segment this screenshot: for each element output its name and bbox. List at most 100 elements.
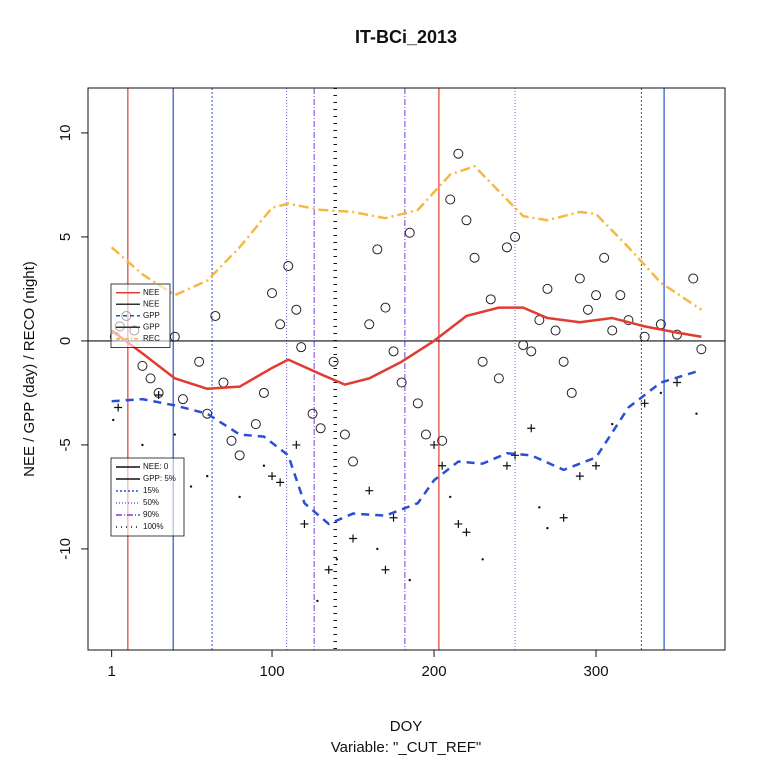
point-circle	[348, 456, 359, 467]
point-plus	[673, 378, 682, 387]
point-circle	[296, 342, 307, 353]
legend-label: GPP	[143, 311, 160, 320]
point-circle	[453, 148, 464, 159]
point-circle	[328, 356, 339, 367]
point-circle	[469, 252, 480, 263]
legend-label: NEE: 0	[143, 462, 169, 471]
point-dot	[112, 418, 115, 422]
x-axis-label: DOY	[390, 718, 423, 735]
point-circle	[688, 273, 699, 284]
point-dot	[335, 558, 339, 561]
x-tick-label: 300	[584, 663, 609, 680]
point-circle	[234, 450, 245, 461]
x-tick-label: 1	[107, 663, 115, 680]
point-circle	[396, 377, 407, 388]
point-plus	[324, 565, 333, 574]
point-dot	[206, 474, 209, 478]
point-circle	[177, 394, 188, 405]
point-circle	[493, 373, 504, 384]
point-circle	[672, 329, 683, 340]
legend-box	[110, 283, 171, 348]
point-circle	[542, 283, 553, 294]
point-circle	[558, 356, 569, 367]
point-circle	[210, 310, 221, 321]
series-line	[110, 164, 703, 311]
legend-label: GPP: 5%	[143, 474, 176, 483]
point-plus	[462, 528, 471, 537]
point-plus	[511, 451, 520, 460]
point-circle	[339, 429, 350, 440]
point-circle	[599, 252, 610, 263]
point-plus	[559, 513, 568, 522]
legend-label: 50%	[143, 498, 159, 507]
point-circle	[477, 356, 488, 367]
point-circle	[283, 261, 294, 272]
y-tick-label: -10	[57, 538, 74, 560]
legend-label: REC	[143, 334, 160, 343]
point-circle	[574, 273, 585, 284]
legend-label: NEE	[143, 288, 159, 297]
point-plus	[365, 486, 374, 495]
point-plus	[430, 440, 439, 449]
point-circle	[550, 325, 561, 336]
y-tick-label: -5	[57, 438, 74, 451]
point-circle	[307, 408, 318, 419]
point-dot	[173, 433, 177, 436]
point-dot	[376, 547, 379, 551]
plot-frame	[87, 87, 726, 651]
point-dot	[189, 485, 193, 488]
point-dot	[538, 506, 541, 509]
point-circle	[696, 344, 707, 355]
point-plus	[300, 519, 309, 528]
point-circle	[510, 231, 521, 242]
point-circle	[615, 290, 626, 301]
point-plus	[575, 472, 584, 481]
point-circle	[420, 429, 431, 440]
point-plus	[502, 461, 511, 470]
series-line	[110, 306, 702, 391]
y-tick-label: 0	[57, 337, 74, 345]
y-axis-label: NEE / GPP (day) / RECO (night)	[21, 261, 38, 477]
point-circle	[275, 319, 286, 330]
point-plus	[454, 519, 463, 528]
legend-label: 15%	[143, 486, 159, 495]
point-plus	[114, 403, 123, 412]
point-circle	[250, 419, 261, 430]
point-dot	[316, 599, 319, 603]
point-circle	[258, 387, 269, 398]
point-circle	[404, 227, 415, 238]
point-circle	[372, 244, 383, 255]
legend-box	[110, 457, 185, 537]
point-plus	[527, 424, 536, 433]
point-circle	[639, 331, 650, 342]
point-circle	[582, 304, 593, 315]
point-dot	[449, 495, 452, 499]
point-dot	[408, 578, 411, 582]
point-plus	[640, 399, 649, 408]
point-dot	[262, 464, 266, 467]
point-circle	[388, 346, 399, 357]
point-plus	[292, 440, 301, 449]
point-circle	[380, 302, 391, 313]
x-tick-label: 100	[260, 663, 285, 680]
legend-label: NEE	[143, 299, 159, 308]
point-circle	[194, 356, 205, 367]
point-dot	[481, 558, 484, 561]
subtitle: Variable: "_CUT_REF"	[331, 739, 481, 756]
y-tick-label: 5	[57, 233, 74, 241]
point-plus	[381, 565, 390, 574]
point-circle	[437, 435, 448, 446]
chart-title: IT-BCi_2013	[355, 27, 457, 47]
point-dot	[659, 391, 663, 395]
series-line	[111, 368, 702, 526]
point-circle	[485, 294, 496, 305]
legend-label: 90%	[143, 510, 159, 519]
point-dot	[238, 495, 241, 499]
point-circle	[607, 325, 618, 336]
point-circle	[137, 360, 148, 371]
point-plus	[276, 478, 285, 487]
point-circle	[518, 340, 529, 351]
point-circle	[291, 304, 302, 315]
